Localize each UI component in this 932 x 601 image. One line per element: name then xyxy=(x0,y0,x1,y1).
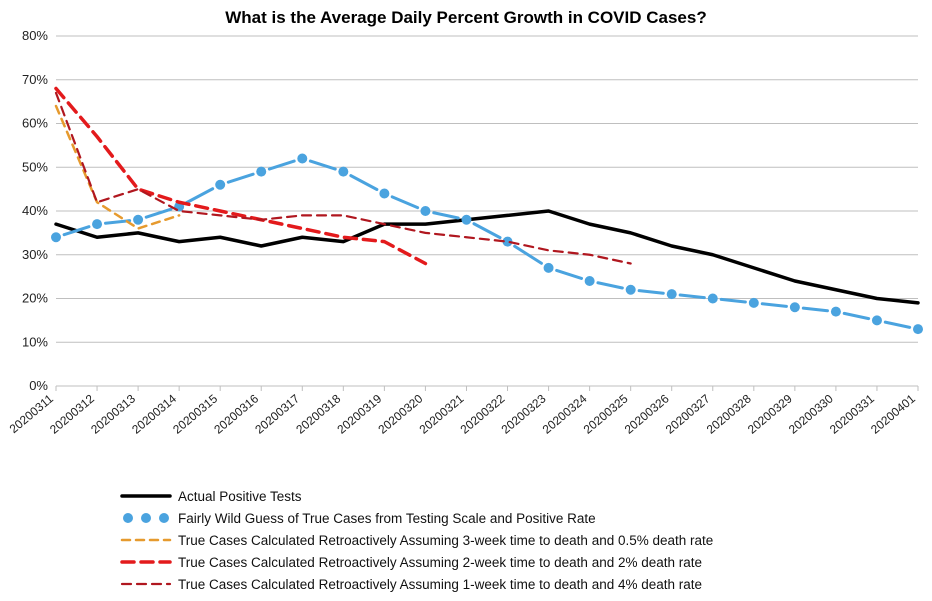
series-segment xyxy=(351,176,377,190)
legend-swatch xyxy=(120,509,172,527)
chart-container: What is the Average Daily Percent Growth… xyxy=(0,0,932,601)
legend-label: Fairly Wild Guess of True Cases from Tes… xyxy=(178,511,596,526)
series-segment xyxy=(434,213,458,218)
series-segment xyxy=(598,283,622,288)
x-axis-tick-label: 20200325 xyxy=(581,391,631,436)
legend-label: True Cases Calculated Retroactively Assu… xyxy=(178,555,702,570)
series-segment xyxy=(392,197,417,208)
y-axis-tick-label: 10% xyxy=(22,334,48,349)
series-segment xyxy=(228,174,253,182)
y-axis-tick-label: 40% xyxy=(22,203,48,218)
series-marker xyxy=(51,232,61,242)
legend-swatch xyxy=(120,575,172,593)
x-axis-tick-label: 20200331 xyxy=(827,391,877,436)
series-marker xyxy=(626,285,636,295)
series-marker xyxy=(379,189,389,199)
x-axis-tick-label: 20200314 xyxy=(129,391,179,436)
series-marker xyxy=(544,263,554,273)
x-axis-tick-label: 20200317 xyxy=(252,391,302,436)
series-segment xyxy=(844,313,868,318)
x-axis-tick-label: 20200313 xyxy=(88,391,138,436)
x-axis-tick-label: 20200312 xyxy=(47,391,97,436)
series-segment xyxy=(885,322,909,327)
series-marker xyxy=(872,315,882,325)
x-axis-tick-label: 20200318 xyxy=(293,391,343,436)
series-marker xyxy=(133,215,143,225)
series-marker xyxy=(297,154,307,164)
series-marker xyxy=(749,298,759,308)
x-axis-tick-label: 20200319 xyxy=(334,391,384,436)
x-axis-tick-label: 20200315 xyxy=(170,391,220,436)
y-axis-tick-label: 80% xyxy=(22,28,48,43)
series-segment xyxy=(721,299,745,302)
x-axis-tick-label: 20200321 xyxy=(417,391,467,436)
legend-item: True Cases Calculated Retroactively Assu… xyxy=(120,573,713,595)
series-marker xyxy=(215,180,225,190)
series-marker xyxy=(913,324,923,334)
x-axis-tick-label: 20200327 xyxy=(663,391,713,436)
series-line xyxy=(56,211,918,303)
y-axis-tick-label: 0% xyxy=(29,378,48,393)
series-segment xyxy=(762,304,786,307)
x-axis-tick-label: 20200322 xyxy=(458,391,508,436)
x-axis-tick-label: 20200324 xyxy=(540,391,590,436)
legend-item: Fairly Wild Guess of True Cases from Tes… xyxy=(120,507,713,529)
y-axis-tick-label: 50% xyxy=(22,159,48,174)
series-segment xyxy=(146,209,171,217)
legend-item: True Cases Calculated Retroactively Assu… xyxy=(120,551,713,573)
x-axis-tick-label: 20200328 xyxy=(704,391,754,436)
x-axis-tick-label: 20200316 xyxy=(211,391,261,436)
series-marker xyxy=(708,294,718,304)
x-axis-tick-label: 20200320 xyxy=(375,391,425,436)
x-axis-tick-label: 20200323 xyxy=(499,391,549,436)
series-marker xyxy=(256,167,266,177)
x-axis-tick-label: 20200330 xyxy=(786,391,836,436)
legend-label: Actual Positive Tests xyxy=(178,489,302,504)
series-segment xyxy=(269,161,294,169)
y-axis-tick-label: 70% xyxy=(22,72,48,87)
series-marker xyxy=(831,307,841,317)
series-marker xyxy=(92,219,102,229)
series-segment xyxy=(187,189,213,203)
legend-swatch xyxy=(120,531,172,549)
y-axis-tick-label: 20% xyxy=(22,291,48,306)
series-marker xyxy=(790,302,800,312)
series-marker xyxy=(667,289,677,299)
x-axis-tick-label: 20200401 xyxy=(868,391,918,436)
y-axis-tick-label: 30% xyxy=(22,247,48,262)
series-segment xyxy=(639,291,663,294)
legend: Actual Positive Tests Fairly Wild Guess o… xyxy=(120,485,713,595)
y-axis-tick-label: 60% xyxy=(22,116,48,131)
series-segment xyxy=(557,270,582,278)
x-axis-tick-label: 20200326 xyxy=(622,391,672,436)
series-segment xyxy=(310,161,335,169)
legend-swatch xyxy=(120,553,172,571)
series-marker xyxy=(585,276,595,286)
series-segment xyxy=(474,224,500,238)
x-axis-tick-label: 20200329 xyxy=(745,391,795,436)
legend-label: True Cases Calculated Retroactively Assu… xyxy=(178,533,713,548)
legend-swatch xyxy=(120,487,172,505)
series-marker xyxy=(338,167,348,177)
series-marker xyxy=(461,215,471,225)
legend-item: Actual Positive Tests xyxy=(120,485,713,507)
series-marker xyxy=(420,206,430,216)
legend-item: True Cases Calculated Retroactively Assu… xyxy=(120,529,713,551)
series-segment xyxy=(680,295,704,298)
legend-label: True Cases Calculated Retroactively Assu… xyxy=(178,577,702,592)
series-segment xyxy=(803,308,827,311)
